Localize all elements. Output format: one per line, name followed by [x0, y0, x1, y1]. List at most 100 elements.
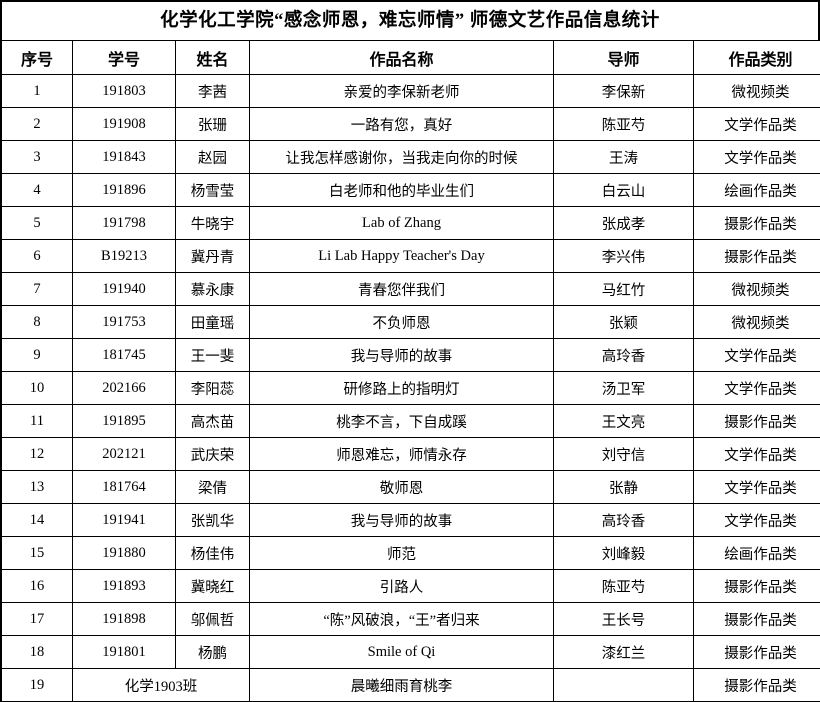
cell-category: 文学作品类: [694, 339, 820, 372]
cell-work-title: 不负师恩: [250, 306, 554, 339]
cell-student-name: 赵园: [176, 141, 250, 174]
cell-work-title: 研修路上的指明灯: [250, 372, 554, 405]
table-header-row: 序号 学号 姓名 作品名称 导师 作品类别: [1, 41, 820, 75]
cell-student-name: 邬佩哲: [176, 603, 250, 636]
cell-student-id: 191801: [73, 636, 176, 669]
cell-seq: 13: [1, 471, 73, 504]
cell-work-title: 亲爱的李保新老师: [250, 75, 554, 108]
cell-student-name: 牛晓宇: [176, 207, 250, 240]
cell-student-name: 王一斐: [176, 339, 250, 372]
column-header-work: 作品名称: [250, 41, 554, 75]
cell-category: 文学作品类: [694, 438, 820, 471]
cell-tutor: 马红竹: [554, 273, 694, 306]
cell-tutor: 漆红兰: [554, 636, 694, 669]
cell-tutor: 李兴伟: [554, 240, 694, 273]
column-header-seq: 序号: [1, 41, 73, 75]
cell-student-id: B19213: [73, 240, 176, 273]
column-header-tutor: 导师: [554, 41, 694, 75]
cell-work-title: Lab of Zhang: [250, 207, 554, 240]
cell-student-id: 191908: [73, 108, 176, 141]
cell-tutor: 陈亚芍: [554, 570, 694, 603]
cell-category: 微视频类: [694, 306, 820, 339]
cell-tutor: 白云山: [554, 174, 694, 207]
cell-student-id: 191896: [73, 174, 176, 207]
cell-student-name: 高杰苗: [176, 405, 250, 438]
cell-seq: 17: [1, 603, 73, 636]
cell-tutor: 王文亮: [554, 405, 694, 438]
cell-tutor: 王长号: [554, 603, 694, 636]
cell-category: 摄影作品类: [694, 570, 820, 603]
cell-category: 微视频类: [694, 75, 820, 108]
cell-student-id: 191940: [73, 273, 176, 306]
cell-seq: 15: [1, 537, 73, 570]
cell-work-title: Smile of Qi: [250, 636, 554, 669]
cell-student-name: 张凯华: [176, 504, 250, 537]
cell-work-title: 晨曦细雨育桃李: [250, 669, 554, 702]
cell-work-title: 我与导师的故事: [250, 504, 554, 537]
cell-category: 摄影作品类: [694, 603, 820, 636]
cell-category: 摄影作品类: [694, 669, 820, 702]
cell-tutor: 刘峰毅: [554, 537, 694, 570]
cell-tutor: 张静: [554, 471, 694, 504]
column-header-name: 姓名: [176, 41, 250, 75]
cell-student-id: 191898: [73, 603, 176, 636]
cell-student-id: 191843: [73, 141, 176, 174]
cell-seq: 5: [1, 207, 73, 240]
cell-work-title: Li Lab Happy Teacher's Day: [250, 240, 554, 273]
cell-category: 绘画作品类: [694, 174, 820, 207]
cell-student-name: 冀丹青: [176, 240, 250, 273]
cell-student-id: 191880: [73, 537, 176, 570]
cell-student-name: 杨佳伟: [176, 537, 250, 570]
cell-seq: 8: [1, 306, 73, 339]
cell-student-id: 191753: [73, 306, 176, 339]
cell-work-title: 我与导师的故事: [250, 339, 554, 372]
cell-seq: 18: [1, 636, 73, 669]
document-title-row: 化学化工学院“感念师恩，难忘师情” 师德文艺作品信息统计: [0, 0, 820, 41]
cell-seq: 2: [1, 108, 73, 141]
cell-student-name: 李茜: [176, 75, 250, 108]
cell-seq: 9: [1, 339, 73, 372]
cell-category: 微视频类: [694, 273, 820, 306]
cell-work-title: 一路有您，真好: [250, 108, 554, 141]
cell-work-title: 让我怎样感谢你，当我走向你的时候: [250, 141, 554, 174]
cell-tutor: 刘守信: [554, 438, 694, 471]
cell-work-title: 青春您伴我们: [250, 273, 554, 306]
cell-category: 文学作品类: [694, 504, 820, 537]
cell-category: 摄影作品类: [694, 240, 820, 273]
cell-student-id: 191941: [73, 504, 176, 537]
cell-student-id: 191893: [73, 570, 176, 603]
cell-student-id: 191895: [73, 405, 176, 438]
cell-tutor: 张成孝: [554, 207, 694, 240]
cell-tutor: 李保新: [554, 75, 694, 108]
cell-tutor: 高玲香: [554, 504, 694, 537]
cell-category: 绘画作品类: [694, 537, 820, 570]
cell-work-title: 师范: [250, 537, 554, 570]
cell-seq: 11: [1, 405, 73, 438]
cell-seq: 14: [1, 504, 73, 537]
cell-student-name: 杨雪莹: [176, 174, 250, 207]
spreadsheet-sheet: 化学化工学院“感念师恩，难忘师情” 师德文艺作品信息统计 序号 学号 姓名 作品…: [0, 0, 820, 685]
cell-student-id: 191798: [73, 207, 176, 240]
cell-student-id: 202121: [73, 438, 176, 471]
cell-tutor: 陈亚芍: [554, 108, 694, 141]
cell-work-title: 敬师恩: [250, 471, 554, 504]
column-header-sid: 学号: [73, 41, 176, 75]
cell-category: 摄影作品类: [694, 405, 820, 438]
cell-category: 文学作品类: [694, 108, 820, 141]
cell-student-name: 冀晓红: [176, 570, 250, 603]
cell-tutor: [554, 669, 694, 702]
cell-category: 文学作品类: [694, 372, 820, 405]
